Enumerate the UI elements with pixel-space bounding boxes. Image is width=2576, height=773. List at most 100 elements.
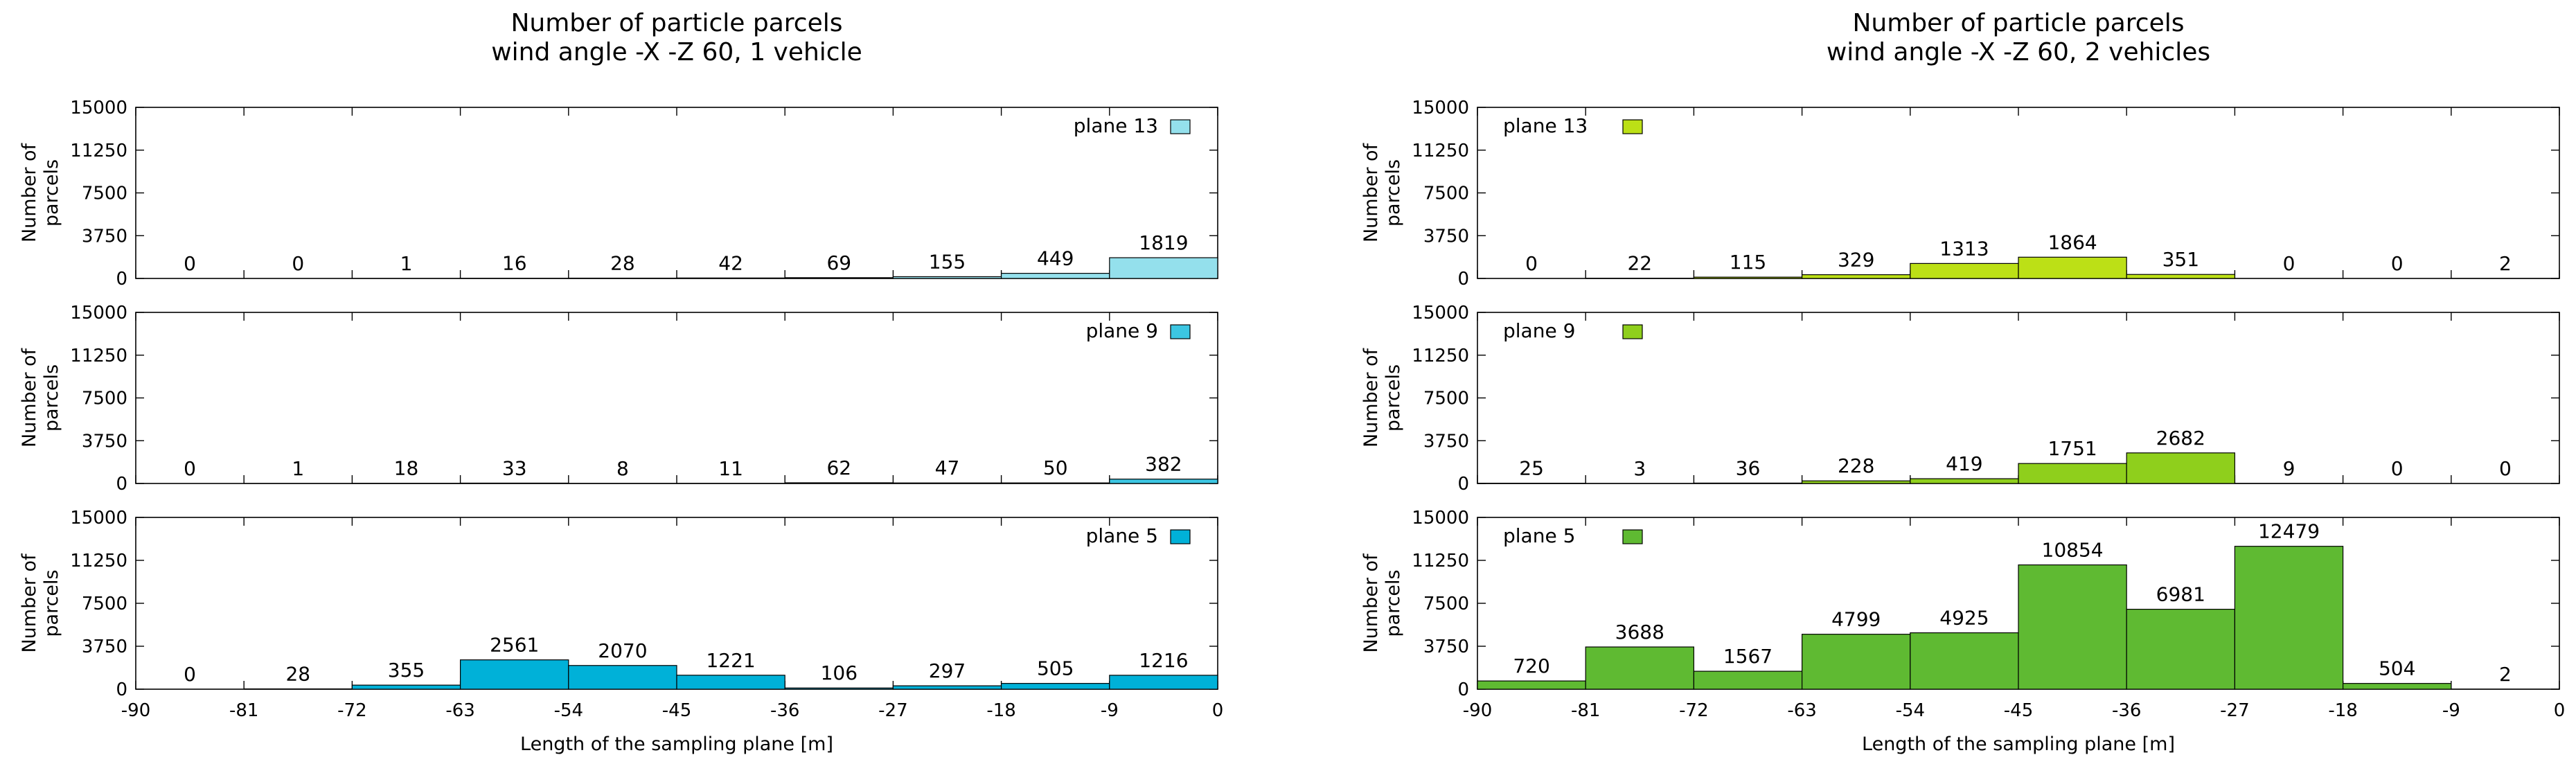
legend-swatch [1171,120,1190,134]
x-tick-label: -18 [986,700,1015,721]
x-tick-label: -9 [1101,700,1119,721]
bar-value-label: 1 [292,457,304,480]
bar [893,686,1001,689]
x-tick-label: -54 [554,700,583,721]
bar-value-label: 62 [826,456,851,479]
bar [1802,634,1910,689]
bar-value-label: 0 [2391,457,2404,480]
bar [1910,263,2018,278]
x-tick-label: -36 [2112,700,2141,721]
bar-value-label: 382 [1145,453,1182,476]
x-tick-label: -36 [770,700,799,721]
bar-value-label: 505 [1037,657,1074,680]
bar-value-label: 1864 [2048,231,2097,254]
bar-value-label: 6981 [2156,583,2205,606]
bar-value-label: 2070 [598,639,647,662]
bar-value-label: 297 [929,659,966,682]
x-tick-label: -45 [2004,700,2033,721]
bar [1694,277,1802,278]
bar-value-label: 106 [821,661,858,684]
y-axis-label-line: parcels [1383,364,1404,432]
x-tick-label: -63 [445,700,474,721]
legend-label: plane 13 [1503,114,1588,137]
bar-value-label: 504 [2379,657,2415,680]
y-axis-label-line: parcels [41,159,62,226]
bar-value-label: 9 [2283,457,2295,480]
bar [461,660,569,689]
x-tick-label: -45 [662,700,691,721]
bar-value-label: 1751 [2048,437,2097,460]
bar [352,685,460,689]
legend-label: plane 9 [1503,319,1575,342]
y-tick-label: 15000 [1412,303,1469,323]
bar-value-label: 25 [1519,457,1544,480]
bar-value-label: 2 [2499,252,2512,275]
x-tick-label: -90 [1463,700,1492,721]
bar-value-label: 4925 [1939,607,1989,630]
bar-value-label: 355 [388,659,425,682]
bar-value-label: 3 [1633,457,1646,480]
bar-value-label: 18 [394,457,419,480]
bar-value-label: 449 [1037,247,1074,270]
bar-value-label: 1216 [1139,649,1188,672]
y-axis-label-line: parcels [41,569,62,637]
bar-value-label: 28 [610,252,635,275]
bar [569,666,677,689]
bar-value-label: 1819 [1139,231,1188,254]
bar [1110,479,1218,483]
bar-value-label: 115 [1730,251,1766,274]
bar-value-label: 10854 [2042,539,2104,562]
y-tick-label: 3750 [1423,637,1469,657]
bar-value-label: 720 [1513,655,1549,677]
bar [1585,647,1694,689]
y-tick-label: 0 [116,269,127,290]
bar-value-label: 0 [2391,252,2404,275]
y-tick-label: 11250 [1412,141,1469,161]
bar [1002,684,1110,689]
y-tick-label: 11250 [70,551,127,571]
y-tick-label: 11250 [70,141,127,161]
bar-value-label: 4799 [1831,608,1881,631]
y-tick-label: 0 [116,679,127,700]
bar-value-label: 50 [1043,456,1068,479]
bar-value-label: 0 [184,663,196,686]
bar [1477,681,1585,689]
y-axis-label-line: Number of [19,553,40,653]
bar-value-label: 47 [935,456,960,479]
y-tick-label: 0 [1457,269,1469,290]
y-tick-label: 11250 [1412,551,1469,571]
bar [2018,565,2126,689]
bar [2343,684,2451,689]
y-axis-label: Number ofparcels [1360,553,1404,653]
x-tick-label: -9 [2442,700,2460,721]
y-axis-label: Number ofparcels [1360,142,1404,242]
bar [2018,257,2126,278]
bar [1002,274,1110,278]
bar [677,675,785,689]
bar-value-label: 155 [929,250,966,273]
bar-value-label: 329 [1838,249,1874,272]
y-tick-label: 15000 [70,303,127,323]
x-tick-label: 0 [1212,700,1224,721]
legend-label: plane 13 [1074,114,1158,137]
bar-value-label: 11 [718,457,743,480]
y-tick-label: 0 [116,474,127,495]
y-tick-label: 3750 [82,637,127,657]
y-axis-label-line: Number of [1360,347,1382,447]
bar-value-label: 1313 [1939,237,1989,260]
y-tick-label: 15000 [1412,98,1469,118]
y-tick-label: 3750 [1423,226,1469,247]
y-axis-label: Number ofparcels [19,347,62,447]
y-tick-label: 7500 [82,389,127,409]
x-tick-label: -54 [1896,700,1925,721]
bar [2126,453,2235,483]
bar-value-label: 0 [184,252,196,275]
y-axis-label-line: parcels [1383,159,1404,226]
bar-value-label: 28 [285,663,310,686]
y-tick-label: 7500 [1423,184,1469,204]
